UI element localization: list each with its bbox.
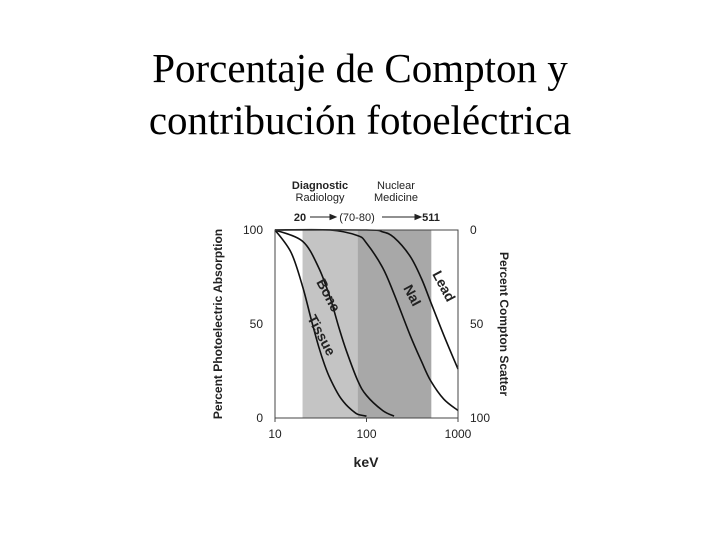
y-tick-label-left: 100 xyxy=(243,223,263,237)
band-nuclear-medicine xyxy=(357,230,432,418)
slide-title-line-1: Porcentaje de Compton y xyxy=(152,45,568,91)
band-mark-middle: (70-80) xyxy=(339,212,374,224)
compton-photoelectric-chart: 10 100 1000 100 50 0 0 50 100 Diagnostic Radiolo… xyxy=(211,180,511,470)
y-tick-label-right: 100 xyxy=(470,411,490,425)
curve-nai xyxy=(274,228,459,412)
y-tick-label-left: 50 xyxy=(250,317,264,331)
y-tick-label-left: 0 xyxy=(256,411,263,425)
x-axis-label: keV xyxy=(354,454,380,470)
curve-tissue xyxy=(274,229,367,417)
slide-title-line-2: contribución fotoeléctrica xyxy=(148,97,572,143)
x-tick-label: 10 xyxy=(268,427,282,441)
energy-bands xyxy=(302,230,432,418)
band-label-diagnostic-line2: Radiology xyxy=(296,192,345,204)
band-mark-left: 20 xyxy=(294,212,306,224)
band-label-diagnostic-line1: Diagnostic xyxy=(292,180,348,192)
x-tick-label: 1000 xyxy=(445,427,472,441)
curve-label-lead: Lead xyxy=(429,268,458,304)
x-tick-label: 100 xyxy=(356,427,376,441)
y-tick-label-right: 50 xyxy=(470,317,484,331)
band-label-nuclear-line2: Medicine xyxy=(374,192,418,204)
curve-bone xyxy=(274,229,395,417)
slide-title: Porcentaje de Compton y contribución fot… xyxy=(0,42,720,146)
y-axis-label-left: Percent Photoelectric Absorption xyxy=(211,229,225,419)
y-axis-label-right: Percent Compton Scatter xyxy=(497,252,511,396)
band-range-arrows xyxy=(310,213,423,221)
band-mark-right: 511 xyxy=(422,212,440,224)
axis-ticks: 10 100 1000 100 50 0 0 50 100 xyxy=(243,223,490,441)
y-tick-label-right: 0 xyxy=(470,223,477,237)
band-label-nuclear-line1: Nuclear xyxy=(377,180,415,192)
